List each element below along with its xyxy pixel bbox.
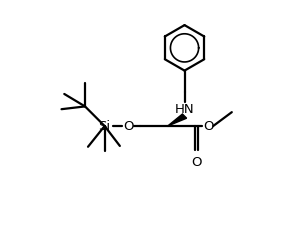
Text: HN: HN <box>175 103 194 116</box>
Text: O: O <box>203 119 213 133</box>
Text: O: O <box>192 156 202 169</box>
Polygon shape <box>168 114 187 126</box>
Text: O: O <box>123 119 133 133</box>
Text: Si: Si <box>99 119 111 133</box>
